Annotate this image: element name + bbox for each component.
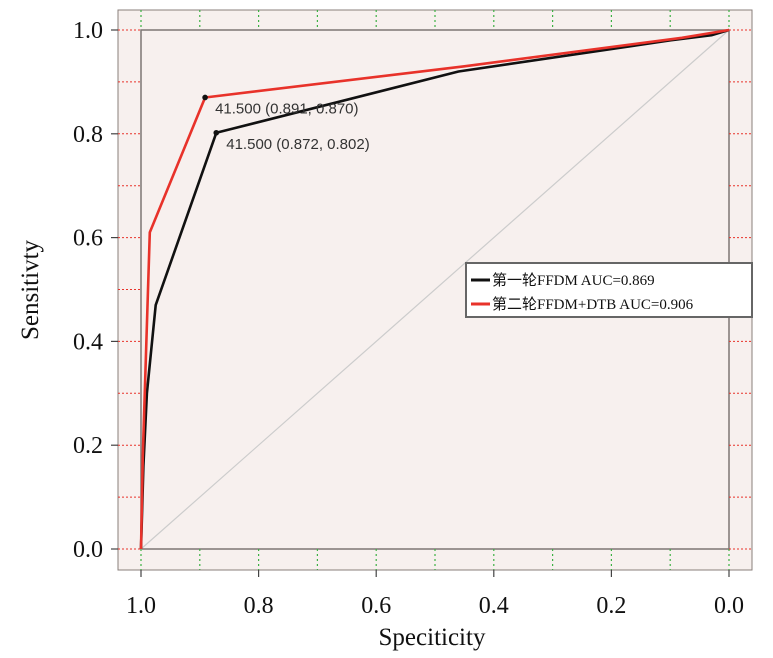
threshold-label-1: 41.500 (0.891, 0.870) — [215, 100, 358, 117]
threshold-annotations: 41.500 (0.891, 0.870) 41.500 (0.872, 0.80… — [202, 94, 370, 153]
x-tick-label: 0.2 — [596, 593, 626, 619]
x-tick-label: 0.8 — [244, 593, 274, 619]
y-tick-label: 0.8 — [73, 122, 103, 148]
legend: 第一轮FFDM AUC=0.869 第二轮FFDM+DTB AUC=0.906 — [465, 262, 753, 318]
legend-label-2: 第二轮FFDM+DTB AUC=0.906 — [492, 295, 694, 313]
threshold-point-1 — [202, 94, 208, 101]
x-tick-label: 0.4 — [479, 593, 509, 619]
x-axis-title: Speciticity — [379, 624, 486, 651]
y-tick-label: 0.2 — [73, 433, 103, 459]
x-tick-label: 1.0 — [126, 593, 156, 619]
reference-diagonal — [140, 29, 730, 550]
legend-box — [465, 262, 753, 318]
y-axis-title: Sensitivty — [17, 239, 44, 340]
axis-ticks: 1.0 0.8 0.6 0.4 0.2 0.0 0.0 0.2 0.4 0.6 0.8 1.0 — [73, 18, 744, 619]
diagonal-line — [140, 29, 730, 550]
y-tick-label: 1.0 — [73, 18, 103, 44]
x-tick-label: 0.6 — [361, 593, 391, 619]
x-tick-label: 0.0 — [714, 593, 744, 619]
legend-label-1: 第一轮FFDM AUC=0.869 — [492, 271, 655, 289]
y-tick-label: 0.0 — [73, 537, 103, 563]
y-tick-label: 0.4 — [73, 329, 103, 355]
threshold-point-2 — [213, 129, 220, 136]
grid-lines — [118, 10, 752, 570]
y-tick-label: 0.6 — [73, 226, 103, 252]
threshold-label-2: 41.500 (0.872, 0.802) — [226, 136, 369, 153]
